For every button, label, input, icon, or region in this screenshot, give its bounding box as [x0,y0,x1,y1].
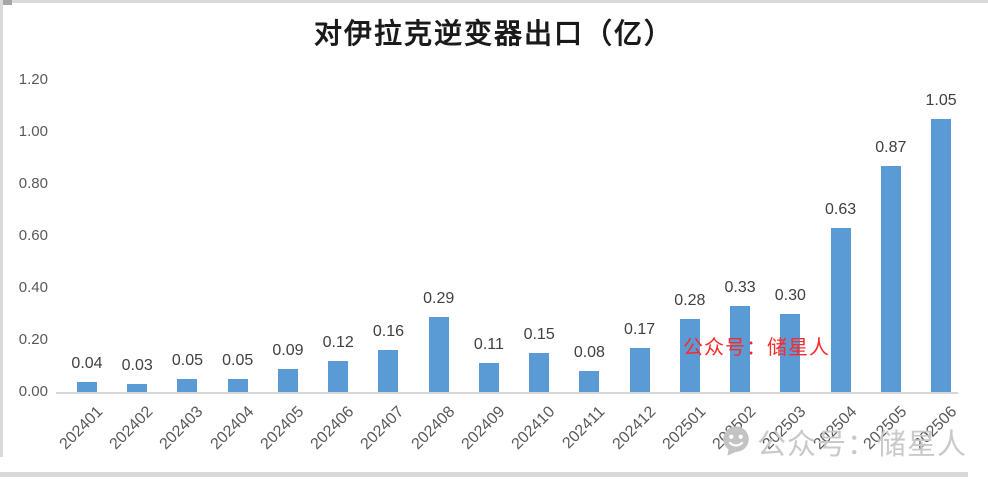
data-label-202501: 0.28 [674,292,706,309]
bar-202403 [177,379,198,392]
data-label-202506: 1.05 [925,92,957,109]
y-tick-label: 0.60 [18,227,48,244]
red-watermark-text: 公众号：储星人 [683,337,830,359]
bar-202405 [277,369,298,392]
x-axis-line [56,392,958,394]
bottom-border-line [0,472,968,477]
y-tick-label: 0.80 [18,175,48,192]
data-label-202504: 0.63 [825,201,857,218]
data-label-202407: 0.16 [372,323,404,340]
data-label-202410: 0.15 [523,326,555,343]
bar-202504 [830,228,851,392]
bar-202407 [378,350,399,392]
data-label-202503: 0.30 [774,287,806,304]
bar-202501 [679,319,700,392]
left-border-line [0,0,3,457]
bar-202502 [730,306,751,392]
data-label-202405: 0.09 [272,342,304,359]
data-label-202411: 0.08 [573,344,605,361]
data-label-202408: 0.29 [423,290,455,307]
bar-202401 [77,382,97,392]
y-tick-label: 0.00 [18,383,48,400]
top-border-line [0,0,988,3]
bar-202406 [328,361,349,392]
y-tick-label: 1.20 [18,71,48,88]
bar-202410 [529,353,550,392]
data-label-202502: 0.33 [724,279,756,296]
bar-202402 [127,384,148,392]
data-label-202402: 0.03 [121,357,153,374]
bar-202411 [579,371,600,392]
y-tick-label: 0.40 [18,279,48,296]
top-border-corner [0,0,12,5]
data-label-202505: 0.87 [875,139,907,156]
chart-title: 对伊拉克逆变器出口（亿） [313,19,674,50]
bar-202412 [629,348,650,392]
gray-watermark-text: 公众号：储星人 [757,429,968,461]
data-label-202409: 0.11 [473,336,504,353]
bar-202409 [478,363,499,392]
data-label-202401: 0.04 [71,355,103,372]
data-label-202412: 0.17 [624,321,656,338]
bar-202506 [931,119,952,392]
bar-202408 [428,317,449,392]
y-tick-label: 1.00 [18,123,48,140]
bar-202503 [780,314,801,392]
wechat-icon [723,426,749,456]
bar-202404 [227,379,248,392]
data-label-202406: 0.12 [322,334,354,351]
bar-202505 [880,166,901,392]
y-tick-label: 0.20 [18,331,48,348]
data-label-202403: 0.05 [171,352,204,369]
data-label-202404: 0.05 [222,352,254,369]
